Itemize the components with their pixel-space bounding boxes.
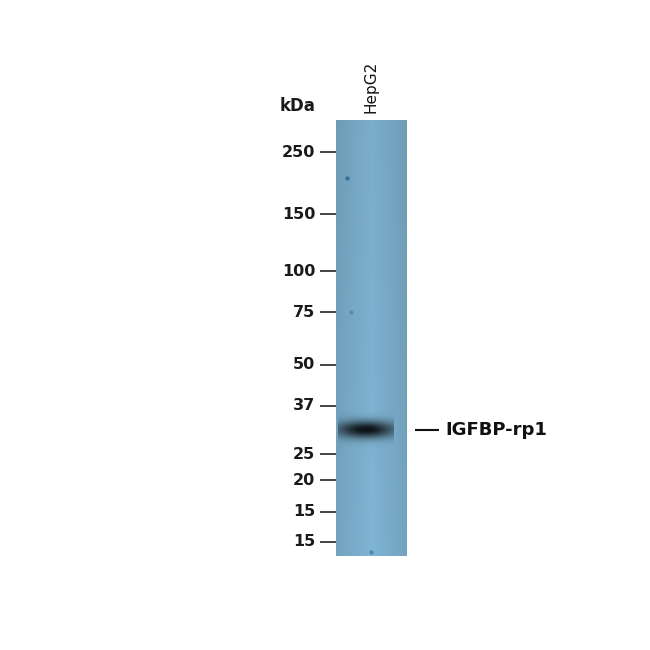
Text: 37: 37 — [293, 398, 315, 413]
Text: 75: 75 — [293, 305, 315, 320]
Text: 100: 100 — [282, 264, 315, 279]
Text: HepG2: HepG2 — [363, 60, 378, 112]
Text: 250: 250 — [282, 144, 315, 159]
Text: 20: 20 — [293, 473, 315, 488]
Text: 150: 150 — [282, 207, 315, 222]
Text: 50: 50 — [293, 358, 315, 372]
Text: IGFBP-rp1: IGFBP-rp1 — [445, 421, 547, 439]
Text: 25: 25 — [293, 447, 315, 462]
Text: 15: 15 — [293, 534, 315, 549]
Text: kDa: kDa — [280, 97, 315, 114]
Text: 15: 15 — [293, 504, 315, 519]
